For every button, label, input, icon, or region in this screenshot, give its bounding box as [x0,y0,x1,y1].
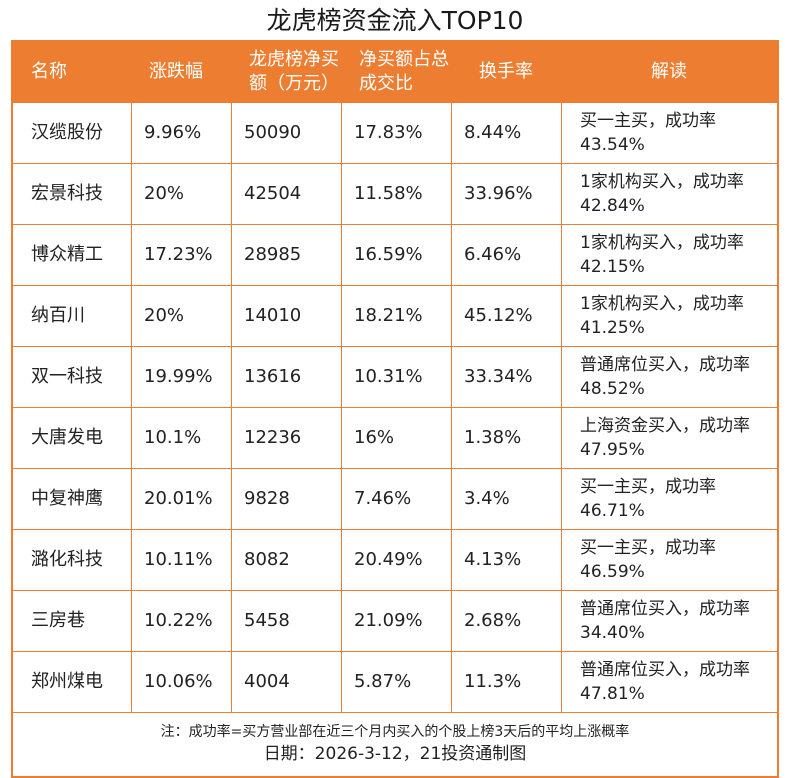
cell-net-buy-ratio: 16.59% [341,225,451,285]
cell-net-buy-ratio: 18.21% [341,286,451,346]
cell-net-buy: 5458 [231,591,341,651]
cell-net-buy: 50090 [231,103,341,163]
cell-interpretation: 普通席位买入，成功率48.52% [561,347,777,407]
table-footer: 注：成功率=买方营业部在近三个月内买入的个股上榜3天后的平均上涨概率 日期：20… [13,712,777,776]
cell-net-buy-ratio: 16% [341,408,451,468]
cell-name: 双一科技 [31,366,103,387]
cell-net-buy-ratio: 21.09% [341,591,451,651]
cell-net-buy-ratio: 5.87% [341,652,451,712]
cell-interpretation: 1家机构买入，成功率42.84% [561,164,777,224]
cell-change: 10.22% [131,591,231,651]
cell-net-buy: 9828 [231,469,341,529]
cell-change: 20% [131,286,231,346]
cell-net-buy-ratio: 11.58% [341,164,451,224]
cell-interpretation: 普通席位买入，成功率47.81% [561,652,777,712]
cell-change: 19.99% [131,347,231,407]
cell-change: 17.23% [131,225,231,285]
cell-turnover: 8.44% [451,103,561,163]
table-row: 双一科技 19.99% 13616 10.31% 33.34% 普通席位买入，成功率48.… [13,346,777,407]
cell-turnover: 33.34% [451,347,561,407]
header-name: 名称 [31,61,67,82]
header-net-buy: 龙虎榜净买额（万元） [249,49,339,94]
cell-name: 中复神鹰 [31,488,103,509]
cell-interpretation: 上海资金买入，成功率47.95% [561,408,777,468]
cell-name: 宏景科技 [31,183,103,204]
table-row: 三房巷 10.22% 5458 21.09% 2.68% 普通席位买入，成功率34.40% [13,590,777,651]
cell-change: 20% [131,164,231,224]
date-credit: 日期：2026-3-12，21投资通制图 [263,744,527,764]
cell-net-buy: 13616 [231,347,341,407]
table-row: 郑州煤电 10.06% 4004 5.87% 11.3% 普通席位买入，成功率47.81% [13,651,777,712]
cell-change: 10.1% [131,408,231,468]
cell-name: 汉缆股份 [31,122,103,143]
cell-net-buy: 28985 [231,225,341,285]
cell-name: 三房巷 [31,610,85,631]
cell-change: 10.06% [131,652,231,712]
fund-inflow-table: 名称 涨跌幅 龙虎榜净买额（万元） 净买额占总成交比 换手率 解读 汉缆股份 9.… [11,40,779,778]
header-net-buy-ratio: 净买额占总成交比 [359,49,449,94]
cell-interpretation: 买一主买，成功率46.59% [561,530,777,590]
cell-net-buy: 4004 [231,652,341,712]
table-row: 大唐发电 10.1% 12236 16% 1.38% 上海资金买入，成功率47.95% [13,407,777,468]
cell-interpretation: 买一主买，成功率43.54% [561,103,777,163]
table-row: 中复神鹰 20.01% 9828 7.46% 3.4% 买一主买，成功率46.71% [13,468,777,529]
cell-net-buy-ratio: 17.83% [341,103,451,163]
cell-turnover: 2.68% [451,591,561,651]
footnote: 注：成功率=买方营业部在近三个月内买入的个股上榜3天后的平均上涨概率 [160,724,630,740]
table-row: 纳百川 20% 14010 18.21% 45.12% 1家机构买入，成功率41.25% [13,285,777,346]
cell-turnover: 45.12% [451,286,561,346]
page-title: 龙虎榜资金流入TOP10 [266,6,524,35]
cell-net-buy: 14010 [231,286,341,346]
cell-net-buy: 8082 [231,530,341,590]
cell-turnover: 1.38% [451,408,561,468]
table-row: 宏景科技 20% 42504 11.58% 33.96% 1家机构买入，成功率42.84% [13,163,777,224]
cell-net-buy-ratio: 20.49% [341,530,451,590]
table-row: 博众精工 17.23% 28985 16.59% 6.46% 1家机构买入，成功率42.1… [13,224,777,285]
cell-name: 纳百川 [31,305,85,326]
header-interpretation: 解读 [651,61,687,82]
table-header: 名称 涨跌幅 龙虎榜净买额（万元） 净买额占总成交比 换手率 解读 [13,42,777,102]
cell-change: 20.01% [131,469,231,529]
cell-net-buy-ratio: 7.46% [341,469,451,529]
cell-name: 博众精工 [31,244,103,265]
cell-interpretation: 1家机构买入，成功率42.15% [561,225,777,285]
cell-turnover: 33.96% [451,164,561,224]
cell-interpretation: 普通席位买入，成功率34.40% [561,591,777,651]
header-change: 涨跌幅 [149,61,203,82]
header-turnover: 换手率 [479,61,533,82]
cell-change: 10.11% [131,530,231,590]
cell-turnover: 3.4% [451,469,561,529]
cell-turnover: 4.13% [451,530,561,590]
cell-interpretation: 1家机构买入，成功率41.25% [561,286,777,346]
cell-name: 潞化科技 [31,549,103,570]
table-row: 潞化科技 10.11% 8082 20.49% 4.13% 买一主买，成功率46.59% [13,529,777,590]
cell-name: 郑州煤电 [31,671,103,692]
cell-change: 9.96% [131,103,231,163]
cell-turnover: 11.3% [451,652,561,712]
cell-interpretation: 买一主买，成功率46.71% [561,469,777,529]
table-row: 汉缆股份 9.96% 50090 17.83% 8.44% 买一主买，成功率43.54% [13,102,777,163]
cell-name: 大唐发电 [31,427,103,448]
cell-net-buy-ratio: 10.31% [341,347,451,407]
cell-turnover: 6.46% [451,225,561,285]
cell-net-buy: 12236 [231,408,341,468]
cell-net-buy: 42504 [231,164,341,224]
